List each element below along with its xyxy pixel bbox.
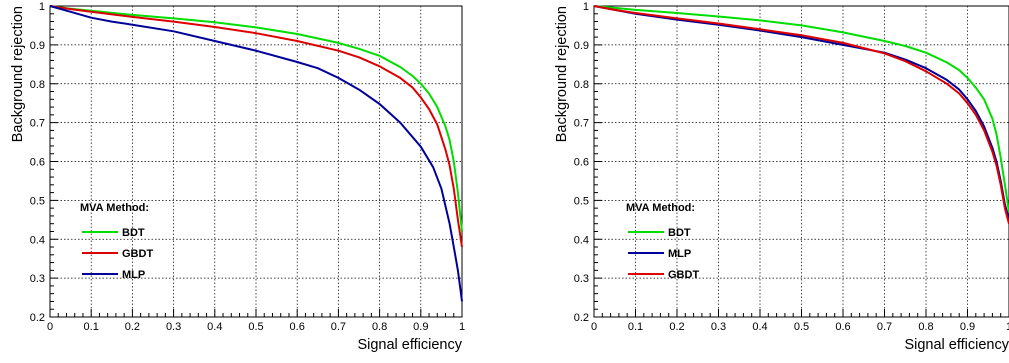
y-tick-label: 0.5 xyxy=(30,195,45,207)
x-tick-label: 0.6 xyxy=(290,321,305,333)
roc-curve-mlp xyxy=(593,5,1009,221)
x-tick-label: 0.4 xyxy=(207,321,222,333)
x-tick-label: 0.5 xyxy=(248,321,263,333)
roc-curve-mlp xyxy=(49,5,463,302)
x-tick-label: 0.1 xyxy=(628,321,643,333)
x-tick-label: 1 xyxy=(1006,321,1009,333)
y-tick-label: 0.2 xyxy=(574,312,589,324)
y-tick-label: 0.6 xyxy=(574,157,589,169)
roc-curve-bdt xyxy=(593,5,1009,213)
y-axis-title: Background rejection xyxy=(10,6,26,142)
x-tick-label: 0.8 xyxy=(918,321,933,333)
roc-plot-right: 0 0.1 0.2 0.3 0.4 0.5 0.6 0.7 0.8 0.9 1 0.2 0.3 0.4 0.… xyxy=(554,1,1009,353)
y-tick-label: 0.6 xyxy=(30,157,45,169)
x-tick-label: 0.2 xyxy=(125,321,140,333)
x-tick-label: 0.3 xyxy=(711,321,726,333)
y-tick-label: 1 xyxy=(583,1,589,13)
x-tick-label: 0.2 xyxy=(669,321,684,333)
roc-plot-left: 0 0.1 0.2 0.3 0.4 0.5 0.6 0.7 0.8 0.9 1 0.2 0.3 0.4 0.… xyxy=(10,1,465,353)
y-tick-label: 0.8 xyxy=(574,79,589,91)
legend-label-bdt: BDT xyxy=(122,227,145,239)
x-tick-label: 0.7 xyxy=(331,321,346,333)
y-tick-label: 0.4 xyxy=(574,234,589,246)
y-tick-label: 0.2 xyxy=(30,312,45,324)
y-tick-label: 0.5 xyxy=(574,195,589,207)
x-axis-title: Signal efficiency xyxy=(904,337,1009,353)
roc-curve-gbdt xyxy=(49,5,463,248)
y-tick-label: 0.3 xyxy=(30,273,45,285)
y-tick-label: 1 xyxy=(39,1,45,13)
x-tick-label: 0.4 xyxy=(752,321,767,333)
y-tick-label: 0.7 xyxy=(30,118,45,130)
x-tick-label: 0.6 xyxy=(835,321,850,333)
y-tick-label: 0.8 xyxy=(30,79,45,91)
x-tick-label: 1 xyxy=(459,321,465,333)
legend-label-gbdt: GBDT xyxy=(668,269,699,281)
x-tick-label: 0.8 xyxy=(372,321,387,333)
y-tick-label: 0.9 xyxy=(574,40,589,52)
x-tick-label: 0.5 xyxy=(794,321,809,333)
y-tick-label: 0.7 xyxy=(574,118,589,130)
x-tick-label: 0 xyxy=(591,321,597,333)
roc-curve-gbdt xyxy=(593,5,1009,224)
legend-label-mlp: MLP xyxy=(668,248,691,260)
x-tick-label: 0.9 xyxy=(413,321,428,333)
legend-label-bdt: BDT xyxy=(668,227,691,239)
x-axis-title: Signal efficiency xyxy=(357,337,462,353)
x-tick-label: 0.1 xyxy=(84,321,99,333)
x-tick-label: 0.3 xyxy=(166,321,181,333)
y-tick-label: 0.3 xyxy=(574,273,589,285)
x-tick-label: 0 xyxy=(47,321,53,333)
y-tick-label: 0.4 xyxy=(30,234,45,246)
legend-label-gbdt: GBDT xyxy=(122,248,153,260)
legend-label-mlp: MLP xyxy=(122,269,145,281)
x-tick-label: 0.7 xyxy=(877,321,892,333)
roc-curve-bdt xyxy=(49,5,463,232)
y-tick-label: 0.9 xyxy=(30,40,45,52)
x-tick-label: 0.9 xyxy=(960,321,975,333)
legend-title: MVA Method: xyxy=(626,202,695,214)
y-axis-title: Background rejection xyxy=(554,6,570,142)
legend-title: MVA Method: xyxy=(80,202,149,214)
